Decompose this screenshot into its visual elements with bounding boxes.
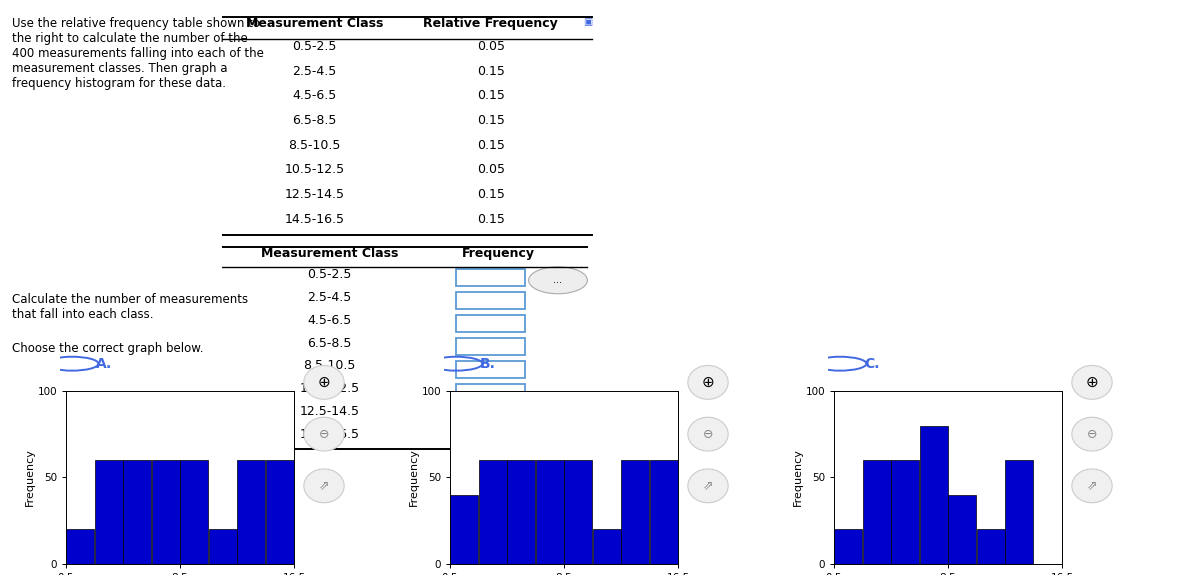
Text: ⊕: ⊕ <box>702 375 714 390</box>
Bar <box>456 361 526 378</box>
Text: ⊖: ⊖ <box>703 428 713 440</box>
Bar <box>977 529 1004 564</box>
Text: C.: C. <box>864 356 880 371</box>
Circle shape <box>304 469 344 503</box>
Circle shape <box>1072 366 1112 399</box>
Bar <box>456 430 526 447</box>
Bar <box>238 460 265 564</box>
Circle shape <box>688 469 728 503</box>
Text: Measurement Class: Measurement Class <box>260 247 398 260</box>
Text: 14.5-16.5: 14.5-16.5 <box>284 213 344 225</box>
Text: 12.5-14.5: 12.5-14.5 <box>300 405 360 419</box>
Text: 0.15: 0.15 <box>476 114 505 127</box>
Text: 14.5-16.5: 14.5-16.5 <box>300 428 360 442</box>
Bar <box>66 529 95 564</box>
Bar <box>919 426 948 564</box>
Text: Relative Frequency: Relative Frequency <box>424 17 558 30</box>
Text: ⊖: ⊖ <box>1087 428 1097 440</box>
Bar <box>456 292 526 309</box>
Text: 2.5-4.5: 2.5-4.5 <box>293 65 336 78</box>
Text: 4.5-6.5: 4.5-6.5 <box>307 313 352 327</box>
Bar <box>1006 460 1033 564</box>
Text: 6.5-8.5: 6.5-8.5 <box>307 336 352 350</box>
Text: 0.15: 0.15 <box>476 139 505 152</box>
Bar <box>479 460 506 564</box>
Text: ⇗: ⇗ <box>703 480 713 492</box>
Bar <box>265 460 294 564</box>
Text: 0.15: 0.15 <box>476 188 505 201</box>
Text: 0.05: 0.05 <box>476 163 505 177</box>
Bar <box>649 460 678 564</box>
Text: 10.5-12.5: 10.5-12.5 <box>300 382 360 396</box>
Circle shape <box>688 417 728 451</box>
Bar <box>95 460 122 564</box>
Text: 4.5-6.5: 4.5-6.5 <box>293 90 336 102</box>
Text: 6.5-8.5: 6.5-8.5 <box>293 114 336 127</box>
Text: Measurement Class: Measurement Class <box>246 17 383 30</box>
Text: Frequency: Frequency <box>462 247 535 260</box>
Text: 0.5-2.5: 0.5-2.5 <box>307 268 352 281</box>
Circle shape <box>688 366 728 399</box>
Bar <box>863 460 890 564</box>
Bar <box>456 338 526 355</box>
Circle shape <box>1072 469 1112 503</box>
Text: 0.15: 0.15 <box>476 65 505 78</box>
Text: ⇗: ⇗ <box>319 480 329 492</box>
Bar <box>209 529 236 564</box>
Bar <box>535 460 564 564</box>
Bar <box>124 460 151 564</box>
Text: Use the relative frequency table shown to
the right to calculate the number of t: Use the relative frequency table shown t… <box>12 17 264 90</box>
Text: 8.5-10.5: 8.5-10.5 <box>304 359 355 373</box>
Circle shape <box>304 366 344 399</box>
Text: ⊕: ⊕ <box>318 375 330 390</box>
Text: 0.5-2.5: 0.5-2.5 <box>293 40 336 53</box>
Text: ⇗: ⇗ <box>1087 480 1097 492</box>
Ellipse shape <box>529 267 588 294</box>
Bar <box>151 460 180 564</box>
Y-axis label: Frequency: Frequency <box>408 448 419 506</box>
Bar <box>508 460 535 564</box>
Bar <box>622 460 649 564</box>
Bar <box>450 494 479 564</box>
Circle shape <box>1072 417 1112 451</box>
Text: 8.5-10.5: 8.5-10.5 <box>288 139 341 152</box>
Bar <box>948 494 977 564</box>
Bar <box>834 529 863 564</box>
Bar <box>593 529 620 564</box>
Text: ⊖: ⊖ <box>319 428 329 440</box>
Text: Choose the correct graph below.: Choose the correct graph below. <box>12 342 204 355</box>
Bar <box>456 269 526 286</box>
Bar <box>456 384 526 401</box>
Y-axis label: Frequency: Frequency <box>792 448 803 506</box>
Bar <box>180 460 209 564</box>
Bar <box>456 315 526 332</box>
Text: 2.5-4.5: 2.5-4.5 <box>307 290 352 304</box>
Text: ⊕: ⊕ <box>1086 375 1098 390</box>
Bar <box>892 460 919 564</box>
Text: 0.15: 0.15 <box>476 90 505 102</box>
Text: Calculate the number of measurements
that fall into each class.: Calculate the number of measurements tha… <box>12 293 248 321</box>
Circle shape <box>304 417 344 451</box>
Text: B.: B. <box>480 356 496 371</box>
Bar <box>456 407 526 424</box>
Text: ▣: ▣ <box>583 17 592 27</box>
Text: 0.05: 0.05 <box>476 40 505 53</box>
Text: 10.5-12.5: 10.5-12.5 <box>284 163 344 177</box>
Text: 0.15: 0.15 <box>476 213 505 225</box>
Bar <box>564 460 593 564</box>
Text: 12.5-14.5: 12.5-14.5 <box>284 188 344 201</box>
Text: ...: ... <box>553 275 563 285</box>
Y-axis label: Frequency: Frequency <box>24 448 35 506</box>
Text: A.: A. <box>96 356 113 371</box>
